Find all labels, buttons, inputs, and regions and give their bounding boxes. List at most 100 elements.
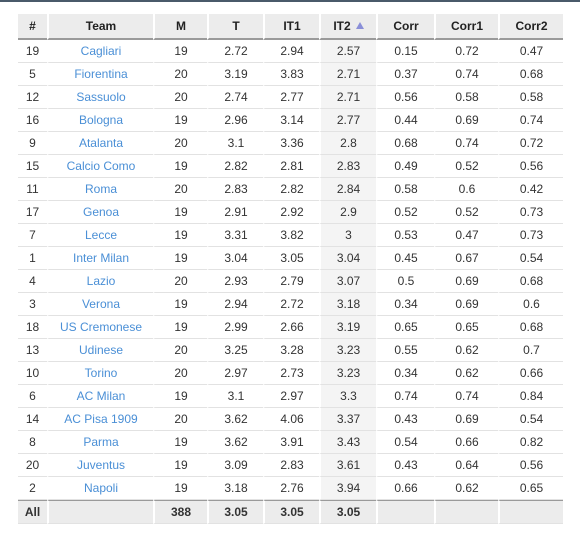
cell-t: 3.04 <box>207 247 263 270</box>
column-header-team[interactable]: Team <box>47 14 153 40</box>
cell-corr1: 0.6 <box>434 178 498 201</box>
team-link[interactable]: Atalanta <box>78 136 124 150</box>
team-link[interactable]: Verona <box>81 297 121 311</box>
team-link[interactable]: Inter Milan <box>72 251 130 265</box>
cell-it1: 2.81 <box>263 155 319 178</box>
table-row: 16 Bologna 19 2.96 3.14 2.77 0.44 0.69 0.74 <box>18 109 563 132</box>
cell-it1: 3.05 <box>263 247 319 270</box>
table-row: 20 Juventus 19 3.09 2.83 3.61 0.43 0.64 0.56 <box>18 454 563 477</box>
cell-t: 3.09 <box>207 454 263 477</box>
totals-row: All 388 3.05 3.05 3.05 <box>18 500 563 524</box>
column-header-it1[interactable]: IT1 <box>263 14 319 40</box>
cell-m: 19 <box>153 385 207 408</box>
cell-it1: 2.82 <box>263 178 319 201</box>
cell-corr: 0.56 <box>376 86 434 109</box>
cell-corr1: 0.67 <box>434 247 498 270</box>
table-row: 13 Udinese 20 3.25 3.28 3.23 0.55 0.62 0.7 <box>18 339 563 362</box>
cell-team: Atalanta <box>47 132 153 155</box>
table-row: 6 AC Milan 19 3.1 2.97 3.3 0.74 0.74 0.84 <box>18 385 563 408</box>
sort-ascending-icon <box>355 22 364 29</box>
column-header-m[interactable]: M <box>153 14 207 40</box>
totals-it1: 3.05 <box>263 500 319 524</box>
column-header-num[interactable]: # <box>18 14 47 40</box>
team-link[interactable]: Parma <box>83 435 119 449</box>
team-link[interactable]: AC Milan <box>76 389 126 403</box>
team-link[interactable]: Napoli <box>83 481 119 495</box>
cell-it2: 2.83 <box>319 155 376 178</box>
column-header-label: Corr1 <box>450 19 483 33</box>
cell-it2: 3.07 <box>319 270 376 293</box>
table-body: 19 Cagliari 19 2.72 2.94 2.57 0.15 0.72 0.47 5 Fio… <box>18 40 563 500</box>
cell-t: 3.18 <box>207 477 263 500</box>
cell-corr: 0.55 <box>376 339 434 362</box>
cell-m: 19 <box>153 155 207 178</box>
column-header-corr1[interactable]: Corr1 <box>434 14 498 40</box>
team-link[interactable]: Udinese <box>78 343 124 357</box>
cell-it1: 3.91 <box>263 431 319 454</box>
table-row: 9 Atalanta 20 3.1 3.36 2.8 0.68 0.74 0.72 <box>18 132 563 155</box>
cell-num: 14 <box>18 408 47 431</box>
cell-corr: 0.66 <box>376 477 434 500</box>
team-link[interactable]: Calcio Como <box>66 159 136 173</box>
cell-corr: 0.34 <box>376 362 434 385</box>
team-link[interactable]: Lazio <box>86 274 116 288</box>
cell-m: 20 <box>153 132 207 155</box>
cell-t: 3.25 <box>207 339 263 362</box>
cell-t: 3.62 <box>207 431 263 454</box>
team-link[interactable]: AC Pisa 1909 <box>64 412 138 426</box>
cell-m: 19 <box>153 431 207 454</box>
totals-m: 388 <box>153 500 207 524</box>
team-link[interactable]: Sassuolo <box>76 90 126 104</box>
cell-it2: 3.43 <box>319 431 376 454</box>
team-link[interactable]: Juventus <box>76 458 126 472</box>
table-row: 1 Inter Milan 19 3.04 3.05 3.04 0.45 0.67 0.54 <box>18 247 563 270</box>
column-header-t[interactable]: T <box>207 14 263 40</box>
cell-num: 2 <box>18 477 47 500</box>
cell-t: 3.62 <box>207 408 263 431</box>
cell-corr2: 0.56 <box>498 454 563 477</box>
cell-corr2: 0.73 <box>498 224 563 247</box>
cell-num: 6 <box>18 385 47 408</box>
team-link[interactable]: Bologna <box>78 113 124 127</box>
cell-corr2: 0.56 <box>498 155 563 178</box>
column-header-label: IT1 <box>283 19 301 33</box>
column-header-corr2[interactable]: Corr2 <box>498 14 563 40</box>
cell-corr: 0.54 <box>376 431 434 454</box>
team-link[interactable]: Cagliari <box>80 44 122 58</box>
cell-corr: 0.37 <box>376 63 434 86</box>
table-row: 17 Genoa 19 2.91 2.92 2.9 0.52 0.52 0.73 <box>18 201 563 224</box>
cell-team: Fiorentina <box>47 63 153 86</box>
cell-t: 2.94 <box>207 293 263 316</box>
cell-t: 3.1 <box>207 385 263 408</box>
team-link[interactable]: Genoa <box>82 205 120 219</box>
cell-corr1: 0.62 <box>434 362 498 385</box>
cell-num: 7 <box>18 224 47 247</box>
team-link[interactable]: Fiorentina <box>74 67 128 81</box>
cell-it1: 3.28 <box>263 339 319 362</box>
cell-num: 10 <box>18 362 47 385</box>
cell-corr1: 0.62 <box>434 477 498 500</box>
cell-corr1: 0.69 <box>434 109 498 132</box>
column-header-corr[interactable]: Corr <box>376 14 434 40</box>
team-link[interactable]: US Cremonese <box>59 320 143 334</box>
team-link[interactable]: Lecce <box>84 228 118 242</box>
cell-m: 19 <box>153 40 207 63</box>
cell-it2: 3.3 <box>319 385 376 408</box>
cell-corr2: 0.54 <box>498 247 563 270</box>
team-link[interactable]: Roma <box>84 182 117 196</box>
table-row: 4 Lazio 20 2.93 2.79 3.07 0.5 0.69 0.68 <box>18 270 563 293</box>
cell-it2: 2.71 <box>319 86 376 109</box>
column-header-label: Corr <box>393 19 419 33</box>
cell-corr: 0.34 <box>376 293 434 316</box>
cell-m: 20 <box>153 362 207 385</box>
table-row: 18 US Cremonese 19 2.99 2.66 3.19 0.65 0.65 0.68 <box>18 316 563 339</box>
table-header: # Team M T IT1 IT2 Corr Corr1 Corr2 <box>18 14 563 40</box>
team-stats-table: # Team M T IT1 IT2 Corr Corr1 Corr2 19 Ca… <box>18 14 563 524</box>
column-header-it2[interactable]: IT2 <box>319 14 376 40</box>
cell-it1: 2.79 <box>263 270 319 293</box>
cell-num: 5 <box>18 63 47 86</box>
totals-team <box>47 500 153 524</box>
cell-it2: 3.94 <box>319 477 376 500</box>
team-link[interactable]: Torino <box>84 366 118 380</box>
top-border <box>0 0 580 2</box>
